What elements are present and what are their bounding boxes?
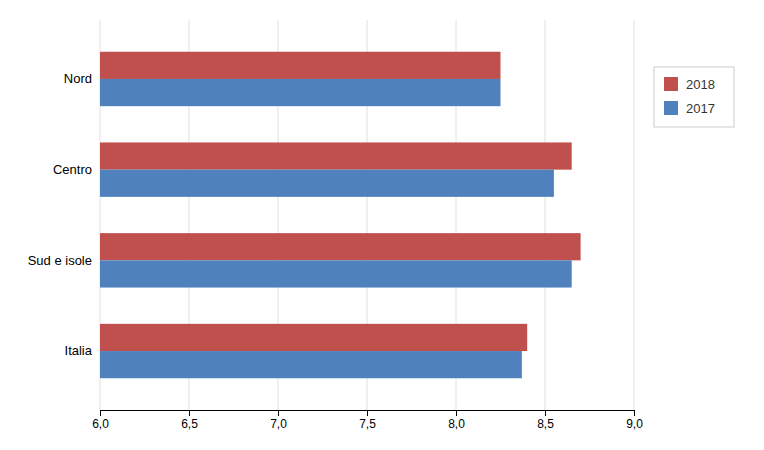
y-tick-label: Centro [53, 162, 92, 177]
x-axis-line [101, 411, 635, 417]
x-tick-label: 6,5 [181, 417, 198, 431]
x-tick-label: 8,5 [537, 417, 554, 431]
legend-swatch [664, 77, 678, 91]
x-tick: 7,5 [359, 410, 376, 431]
bar [100, 170, 554, 197]
x-tick-mark [545, 410, 546, 416]
x-tick-mark [100, 410, 101, 416]
x-tick: 8,0 [448, 410, 465, 431]
x-tick-mark [189, 410, 190, 416]
y-tick-label: Nord [64, 71, 92, 86]
x-tick-mark [367, 410, 368, 416]
bar [100, 233, 581, 260]
bar [100, 79, 501, 106]
x-tick: 9,0 [626, 410, 643, 431]
y-tick: Centro [53, 162, 100, 177]
legend: 2018 2017 [654, 67, 734, 127]
chart-container: 6,0 6,5 7,0 7,5 8,0 8,5 9,0 Italia Sud e isole Ce… [0, 0, 764, 450]
legend-frame [654, 67, 734, 127]
bar [100, 351, 522, 378]
chart-svg: 6,0 6,5 7,0 7,5 8,0 8,5 9,0 Italia Sud e isole Ce… [0, 0, 764, 450]
x-axis: 6,0 6,5 7,0 7,5 8,0 8,5 9,0 [92, 410, 643, 431]
x-tick: 8,5 [537, 410, 554, 431]
bar [100, 142, 572, 169]
y-tick: Nord [64, 71, 100, 86]
x-tick-mark [278, 410, 279, 416]
bars [100, 52, 581, 379]
bar [100, 324, 527, 351]
legend-label: 2017 [686, 101, 715, 116]
x-tick-mark [634, 410, 635, 416]
grid-line [545, 20, 546, 410]
legend-item: 2018 [664, 77, 715, 92]
bar [100, 260, 572, 287]
plot: 6,0 6,5 7,0 7,5 8,0 8,5 9,0 Italia Sud e isole Ce… [28, 20, 734, 431]
legend-item: 2017 [664, 101, 715, 116]
x-tick-label: 8,0 [448, 417, 465, 431]
legend-swatch [664, 101, 678, 115]
grid [100, 20, 634, 410]
x-tick-label: 9,0 [626, 417, 643, 431]
bar-series [100, 79, 572, 378]
y-tick-label: Italia [65, 343, 93, 358]
y-tick-label: Sud e isole [28, 253, 92, 268]
x-tick-label: 7,0 [270, 417, 287, 431]
x-tick: 7,0 [270, 410, 287, 431]
legend-label: 2018 [686, 77, 715, 92]
x-tick-mark [456, 410, 457, 416]
x-tick-label: 6,0 [92, 417, 109, 431]
y-tick: Italia [65, 343, 100, 358]
x-tick-label: 7,5 [359, 417, 376, 431]
grid-line [634, 20, 635, 410]
y-axis: Italia Sud e isole Centro Nord [28, 71, 100, 358]
y-tick: Sud e isole [28, 253, 100, 268]
x-tick: 6,0 [92, 410, 109, 431]
bar [100, 52, 501, 79]
x-tick: 6,5 [181, 410, 198, 431]
bar-series [100, 52, 581, 351]
